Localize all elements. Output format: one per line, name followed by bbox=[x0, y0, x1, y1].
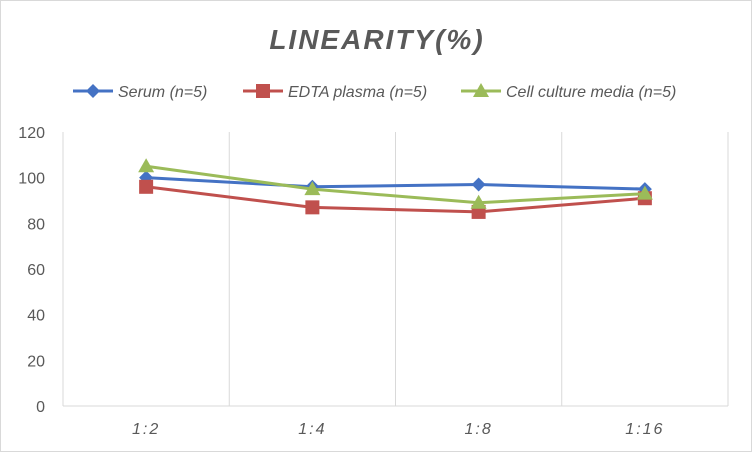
data-point bbox=[139, 179, 154, 194]
x-tick-label: 1:16 bbox=[625, 421, 664, 438]
data-point bbox=[636, 185, 653, 200]
legend-marker bbox=[256, 84, 270, 98]
y-tick-label: 20 bbox=[27, 353, 45, 370]
legend-label: Serum (n=5) bbox=[118, 84, 207, 101]
y-tick-label: 40 bbox=[27, 308, 45, 325]
chart-title: LINEARITY(%) bbox=[269, 24, 484, 55]
x-tick-label: 1:8 bbox=[465, 421, 493, 438]
data-point bbox=[138, 158, 155, 173]
data-point bbox=[304, 181, 321, 196]
series-line bbox=[145, 164, 645, 205]
y-tick-label: 80 bbox=[27, 216, 45, 233]
legend-marker bbox=[86, 84, 100, 98]
series-line bbox=[146, 176, 645, 191]
legend-marker bbox=[473, 83, 489, 97]
data-point bbox=[470, 194, 487, 209]
y-tick-label: 0 bbox=[36, 399, 45, 416]
y-tick-label: 100 bbox=[18, 171, 45, 188]
data-point bbox=[305, 200, 320, 215]
legend-label: Cell culture media (n=5) bbox=[506, 84, 676, 101]
x-tick-label: 1:4 bbox=[298, 421, 326, 438]
series-line bbox=[145, 185, 645, 214]
y-tick-label: 60 bbox=[27, 262, 45, 279]
data-point bbox=[471, 177, 486, 192]
x-tick-label: 1:2 bbox=[132, 421, 160, 438]
legend-label: EDTA plasma (n=5) bbox=[288, 84, 427, 101]
y-tick-label: 120 bbox=[18, 125, 45, 142]
